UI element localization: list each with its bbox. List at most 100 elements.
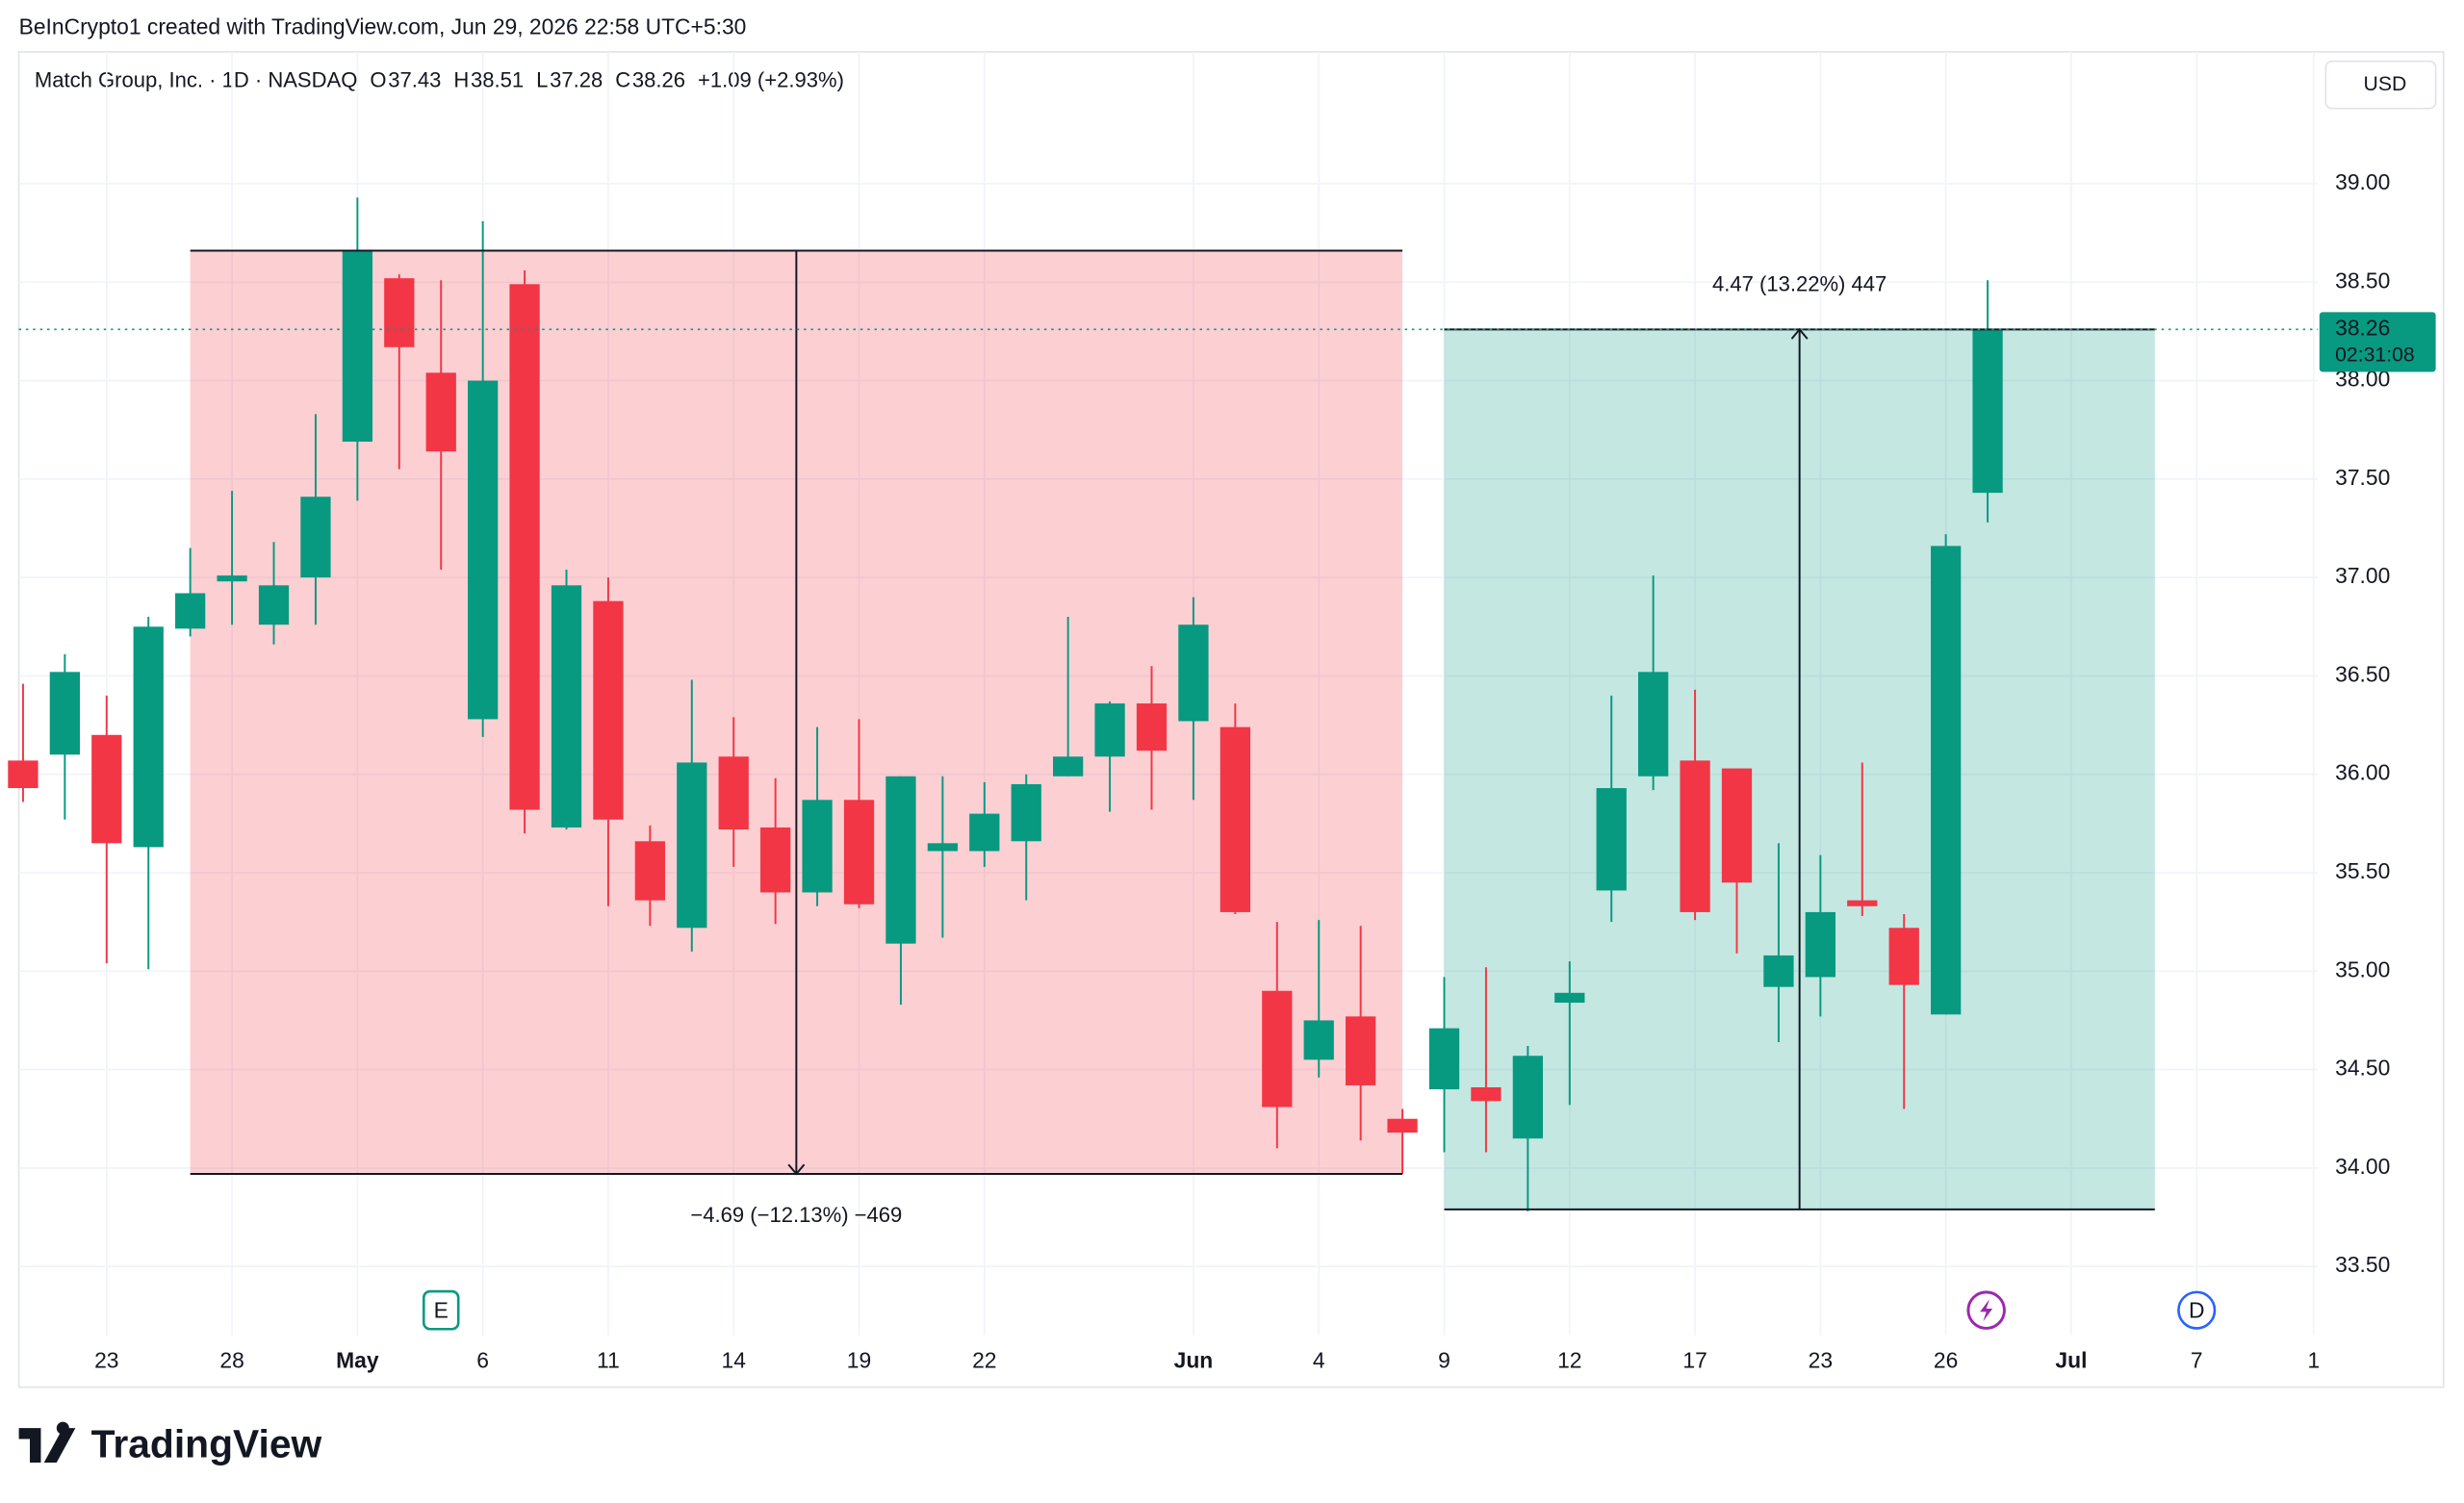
currency-box[interactable] [2324,60,2437,110]
candle-body [1053,756,1084,777]
candle-body [760,827,791,893]
x-tick-label: 14 [722,1348,747,1373]
event-marker: D [2177,1290,2217,1330]
candle-body [677,762,707,929]
event-marker: E [422,1289,460,1331]
candle-body [843,800,875,904]
x-tick-label: 7 [2191,1348,2203,1373]
candle-body [593,600,624,820]
x-tick-label: May [336,1348,379,1373]
x-tick-label: 12 [1557,1348,1581,1373]
y-tick-label: 35.50 [2335,858,2390,883]
y-tick-label: 38.50 [2335,267,2390,293]
candle-body [49,672,80,755]
measure-label: −4.69 (−12.13%) −469 [690,1203,902,1227]
candle-body [551,585,582,828]
header-h-label: H [453,68,469,92]
candle-body [634,841,665,901]
candle-body [886,776,916,944]
x-tick-label: 11 [597,1348,620,1373]
x-tick-label: Jul [2055,1348,2087,1373]
chart-frame [17,51,2445,1388]
y-tick-label: 37.50 [2335,465,2390,490]
candle-body [1554,992,1585,1004]
symbol-header: Match Group, Inc. · 1D · NASDAQ O 37.43 H 3… [35,68,844,92]
candle-body [1512,1056,1543,1139]
candle-body [258,585,290,625]
candle-body [8,760,38,789]
header-l-label: L [536,68,548,92]
last-price-box [2319,312,2436,372]
y-tick-label: 34.00 [2335,1154,2390,1179]
candle-body [300,497,331,578]
y-tick-label: 39.00 [2335,169,2390,194]
candle-body [1721,768,1753,883]
header-h: 38.51 [471,68,524,92]
candle-body [1303,1020,1334,1060]
y-tick-label: 33.50 [2335,1252,2390,1277]
candle-body [1094,703,1125,757]
x-tick-label: 19 [847,1348,871,1373]
dividend-icon [1966,1290,2006,1330]
candle-body [1763,955,1794,987]
last-price-label: 38.26 [2335,315,2390,340]
candle-body [1931,546,1962,1015]
countdown: 02:31:08 [2335,344,2415,367]
header-c-label: C [615,68,630,92]
x-tick-label: 1 [2307,1348,2320,1373]
x-tick-label: 23 [1809,1348,1833,1373]
candle-body [468,380,499,720]
header-change: +1.09 (+2.93%) [698,68,844,92]
candle-body [1219,726,1250,912]
candle-body [425,372,456,452]
currency: USD [2364,73,2407,95]
event-label: D [2189,1297,2205,1322]
candle-body [969,813,1000,852]
x-tick-label: Jun [1174,1348,1214,1373]
candle-body [1638,672,1669,777]
candle-body [342,250,372,442]
candle-body [509,284,540,810]
candle-body [384,278,415,347]
candle-body [1387,1118,1418,1134]
header-o-label: O [370,68,386,92]
candle-body [927,843,958,852]
logo-text: TradingView [91,1421,322,1465]
logo: TradingView [18,1421,322,1465]
event-label: E [434,1297,449,1322]
candle-body [1428,1028,1460,1090]
candle-body [1136,703,1168,752]
measure-arrowhead [787,1163,806,1176]
candle-body [718,756,749,829]
candle-body [217,575,247,582]
measure-arrowhead [1790,327,1809,340]
event-badge [422,1289,460,1331]
candle-body [1847,900,1878,906]
candle-body [1262,990,1293,1108]
x-tick-label: 26 [1934,1348,1958,1373]
header-c: 38.26 [632,68,685,92]
candle-body [1471,1087,1502,1102]
measure-label: 4.47 (13.22%) 447 [1712,271,1886,295]
x-tick-label: 17 [1682,1348,1707,1373]
x-tick-label: 22 [972,1348,996,1373]
candle-body [1805,911,1835,978]
symbol: Match Group, Inc. · 1D · NASDAQ [35,68,357,92]
candle-body [1346,1016,1376,1085]
candle-body [175,593,206,629]
candle-body [1972,329,2003,494]
candle-body [1178,624,1209,722]
y-tick-label: 35.00 [2335,956,2390,981]
y-tick-label: 37.00 [2335,563,2390,588]
candle-body [1596,788,1627,891]
candle-body [802,800,833,893]
candles [8,197,2003,1211]
x-tick-label: 23 [94,1348,118,1373]
x-tick-label: 4 [1313,1348,1325,1373]
candle-body [1011,783,1041,842]
y-tick-label: 36.50 [2335,661,2390,686]
x-tick-label: 28 [219,1348,244,1373]
y-tick-label: 34.50 [2335,1056,2390,1081]
candle-body [1888,928,1919,985]
